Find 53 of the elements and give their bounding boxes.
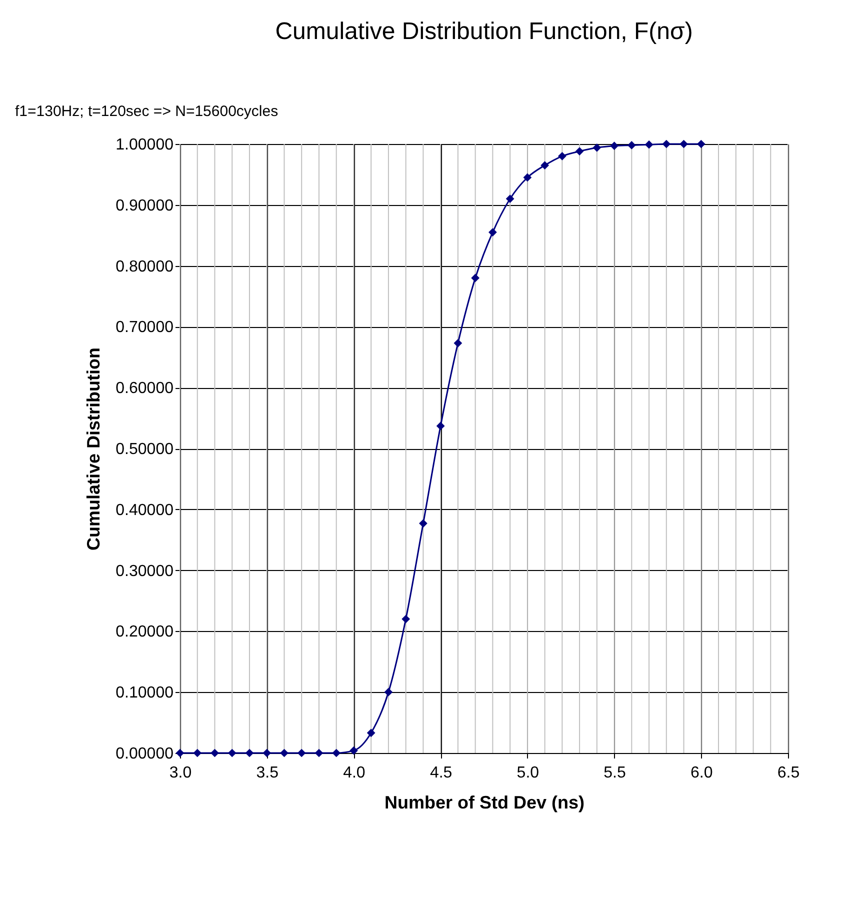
y-tick-label: 0.20000 [116, 624, 174, 641]
point [176, 748, 184, 758]
point [696, 140, 706, 148]
y-axis-title: Cumulative Distribution [84, 347, 104, 551]
point [506, 194, 514, 203]
point [436, 422, 445, 430]
x-axis-title: Number of Std Dev (ns) [384, 792, 585, 812]
point [419, 519, 428, 528]
point [297, 748, 306, 758]
x-tick-label: 5.5 [604, 764, 626, 782]
point [366, 728, 376, 738]
y-tick-label: 0.80000 [116, 258, 174, 276]
point [523, 173, 532, 182]
point [575, 147, 584, 156]
point [350, 746, 358, 755]
point [280, 748, 288, 758]
x-tick-label: 4.5 [430, 764, 452, 782]
point [332, 748, 341, 758]
y-tick-label: 0.90000 [116, 197, 174, 214]
y-tick-label: 0.70000 [116, 319, 174, 336]
point [644, 140, 654, 149]
point [627, 141, 636, 150]
x-tick-label: 5.0 [516, 764, 540, 782]
x-tick-label: 6.0 [690, 764, 713, 782]
point [558, 152, 566, 160]
y-tick-label: 0.60000 [116, 380, 174, 398]
y-tick-label: 1.00000 [116, 136, 174, 154]
x-tick-label: 3.5 [256, 764, 279, 782]
point [610, 142, 618, 150]
chart-subtitle: f1=130Hz; t=120sec => N=15600cycles [15, 103, 278, 120]
point [228, 748, 236, 758]
x-tick-label: 6.5 [777, 764, 800, 782]
x-tick-label: 3.0 [169, 764, 192, 782]
point [384, 688, 393, 696]
y-tick-label: 0.00000 [116, 746, 174, 762]
point [662, 140, 671, 148]
point [245, 748, 254, 758]
point [471, 274, 480, 282]
point [314, 748, 324, 758]
point [680, 140, 688, 148]
y-tick-label: 0.50000 [116, 441, 174, 458]
point [402, 614, 410, 624]
x-tick-label: 4.0 [343, 764, 366, 782]
point [193, 748, 202, 758]
point [592, 143, 602, 152]
point [488, 228, 497, 236]
y-tick-label: 0.10000 [116, 684, 174, 702]
chart-title: Cumulative Distribution Function, F(nσ) [275, 18, 693, 45]
point [210, 748, 219, 758]
y-tick-label: 0.40000 [116, 502, 174, 519]
point [454, 338, 462, 348]
y-tick-label: 0.30000 [116, 562, 174, 580]
point [540, 161, 549, 170]
